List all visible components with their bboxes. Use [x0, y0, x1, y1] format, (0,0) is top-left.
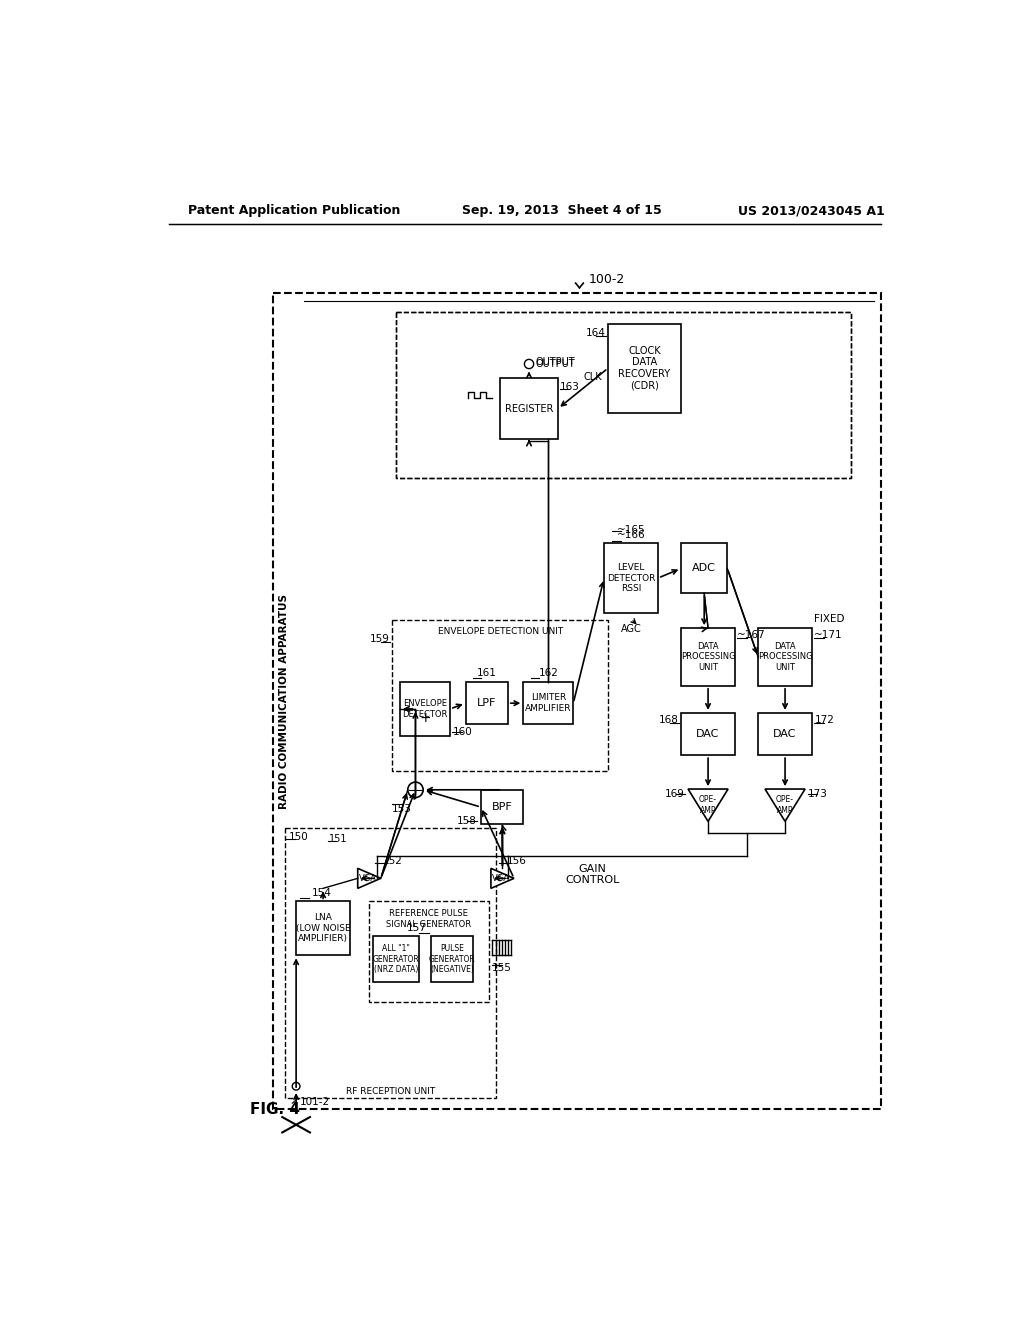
Bar — [296, 902, 350, 956]
Text: 168: 168 — [658, 715, 679, 725]
Bar — [481, 789, 523, 825]
Text: 162: 162 — [539, 668, 558, 678]
Text: ALL "1"
GENERATOR
(NRZ DATA): ALL "1" GENERATOR (NRZ DATA) — [373, 944, 420, 974]
Text: ~171: ~171 — [814, 631, 843, 640]
Text: 150: 150 — [289, 832, 308, 842]
Text: 101-2: 101-2 — [300, 1097, 330, 1106]
Bar — [373, 936, 419, 982]
Text: ~166: ~166 — [616, 529, 645, 540]
Text: 173: 173 — [808, 788, 828, 799]
Text: OPE-
AMP: OPE- AMP — [776, 796, 794, 814]
Text: LNA
(LOW NOISE
AMPLIFIER): LNA (LOW NOISE AMPLIFIER) — [296, 913, 350, 944]
Text: GAIN
CONTROL: GAIN CONTROL — [565, 863, 620, 886]
Text: LIMITER
AMPLIFIER: LIMITER AMPLIFIER — [525, 693, 571, 713]
Text: 151: 151 — [330, 834, 348, 845]
Text: US 2013/0243045 A1: US 2013/0243045 A1 — [738, 205, 885, 218]
Text: OUTPUT: OUTPUT — [536, 358, 574, 367]
Text: DATA
PROCESSING
UNIT: DATA PROCESSING UNIT — [681, 642, 735, 672]
Text: REFERENCE PULSE
SIGNAL GENERATOR: REFERENCE PULSE SIGNAL GENERATOR — [386, 909, 471, 928]
Text: ADC: ADC — [692, 564, 716, 573]
Text: Sep. 19, 2013  Sheet 4 of 15: Sep. 19, 2013 Sheet 4 of 15 — [462, 205, 662, 218]
Text: 154: 154 — [311, 888, 332, 899]
Text: FIXED: FIXED — [814, 614, 845, 624]
Text: 163: 163 — [560, 381, 580, 392]
Text: 172: 172 — [814, 715, 835, 725]
Bar — [396, 313, 851, 478]
Text: REGISTER: REGISTER — [505, 404, 553, 413]
Text: DAC: DAC — [696, 729, 720, 739]
Text: 160: 160 — [453, 727, 472, 737]
Text: OUTPUT: OUTPUT — [536, 359, 574, 370]
Bar — [758, 628, 812, 686]
Text: 164: 164 — [586, 327, 605, 338]
Polygon shape — [490, 869, 514, 888]
Text: LPF: LPF — [477, 698, 497, 708]
Text: DAC: DAC — [773, 729, 797, 739]
Bar — [273, 293, 882, 1109]
Text: OPE-
AMP: OPE- AMP — [699, 796, 717, 814]
Circle shape — [408, 781, 423, 797]
Text: 161: 161 — [477, 668, 497, 678]
Text: LEVEL
DETECTOR
RSSI: LEVEL DETECTOR RSSI — [607, 564, 655, 593]
Bar — [681, 544, 727, 594]
Text: ENVELOPE DETECTION UNIT: ENVELOPE DETECTION UNIT — [437, 627, 563, 635]
Text: Patent Application Publication: Patent Application Publication — [188, 205, 400, 218]
Text: FIG. 4: FIG. 4 — [250, 1102, 300, 1117]
Bar — [500, 378, 558, 440]
Bar — [370, 902, 488, 1002]
Text: RADIO COMMUNICATION APPARATUS: RADIO COMMUNICATION APPARATUS — [279, 594, 289, 809]
Text: ~165: ~165 — [616, 524, 645, 535]
Text: 100-2: 100-2 — [589, 273, 625, 286]
Text: CLK: CLK — [584, 372, 602, 383]
Bar — [608, 323, 681, 412]
Text: 157: 157 — [408, 923, 427, 933]
Circle shape — [524, 359, 534, 368]
Text: ~167: ~167 — [737, 631, 766, 640]
Text: ENVELOPE
DETECTOR: ENVELOPE DETECTOR — [402, 700, 447, 718]
Circle shape — [292, 1082, 300, 1090]
Bar — [604, 544, 658, 612]
Text: CLOCK
DATA
RECOVERY
(CDR): CLOCK DATA RECOVERY (CDR) — [618, 346, 671, 391]
Bar — [758, 713, 812, 755]
Bar — [431, 936, 473, 982]
Bar — [681, 628, 735, 686]
Bar — [466, 682, 508, 725]
Polygon shape — [357, 869, 381, 888]
Text: VGA: VGA — [358, 874, 377, 883]
Text: 156: 156 — [506, 857, 526, 866]
Polygon shape — [688, 789, 728, 821]
Text: BPF: BPF — [492, 803, 512, 812]
Text: DATA
PROCESSING
UNIT: DATA PROCESSING UNIT — [758, 642, 812, 672]
Text: +: + — [419, 711, 431, 725]
Bar — [681, 713, 735, 755]
Text: 158: 158 — [457, 816, 477, 826]
Bar — [400, 682, 451, 737]
Text: AGC: AGC — [621, 624, 641, 634]
Text: 153: 153 — [391, 804, 412, 813]
Text: 155: 155 — [492, 964, 512, 973]
Text: 152: 152 — [383, 857, 403, 866]
Bar — [285, 829, 497, 1098]
Bar — [396, 313, 851, 478]
Text: VGA: VGA — [492, 874, 510, 883]
Polygon shape — [765, 789, 805, 821]
Bar — [392, 620, 608, 771]
Text: RF RECEPTION UNIT: RF RECEPTION UNIT — [346, 1088, 435, 1096]
Text: 169: 169 — [665, 788, 685, 799]
Bar — [523, 682, 573, 725]
Text: PULSE
GENERATOR
(NEGATIVE): PULSE GENERATOR (NEGATIVE) — [429, 944, 475, 974]
Text: 159: 159 — [370, 635, 390, 644]
